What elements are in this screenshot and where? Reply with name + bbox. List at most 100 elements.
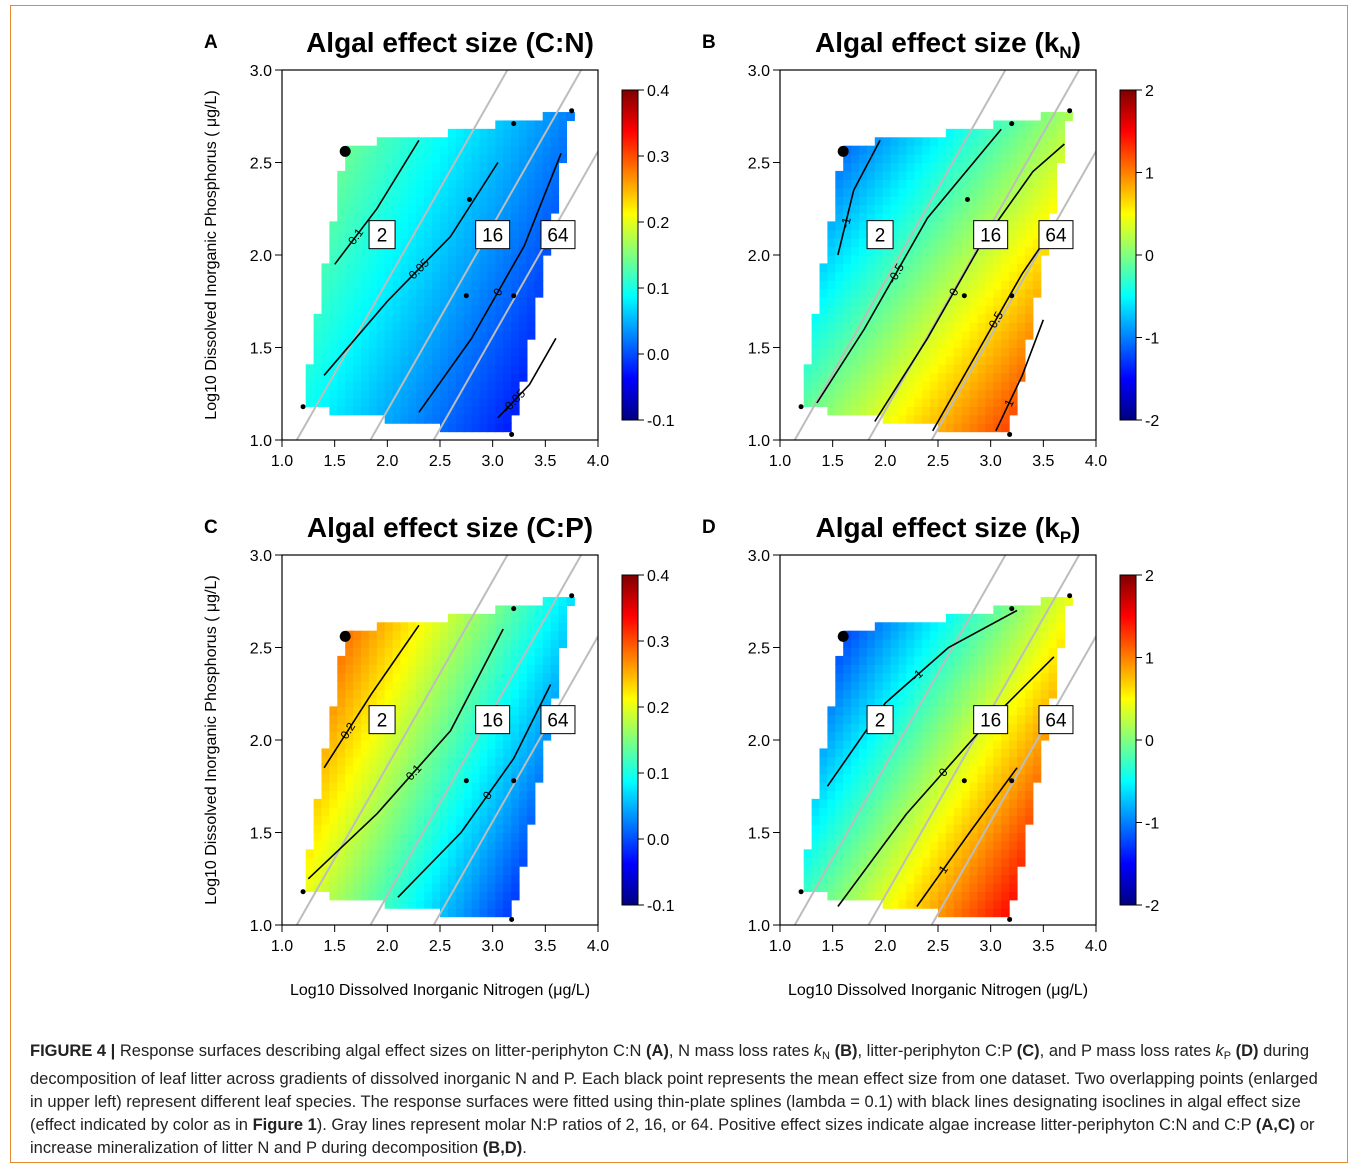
surface-cell — [898, 672, 907, 682]
surface-cell — [993, 773, 1002, 783]
surface-cell — [503, 731, 512, 741]
surface-cell — [471, 179, 481, 189]
surface-cell — [961, 866, 971, 876]
surface-cell — [851, 145, 860, 155]
surface-cell — [400, 313, 409, 323]
surface-cell — [898, 647, 907, 657]
surface-cell — [1064, 597, 1073, 607]
surface-cell — [455, 170, 465, 180]
surface-cell — [526, 162, 536, 172]
caption-label: FIGURE 4 | — [30, 1042, 116, 1060]
surface-cell — [495, 255, 504, 265]
surface-cell — [985, 305, 994, 315]
caption-figure1-link[interactable]: Figure 1 — [252, 1116, 317, 1134]
surface-cell — [969, 849, 979, 859]
surface-cell — [1040, 112, 1050, 122]
surface-cell — [519, 271, 528, 281]
surface-cell — [843, 322, 852, 332]
surface-cell — [400, 238, 409, 248]
surface-cell — [866, 170, 876, 180]
surface-cell — [424, 330, 433, 340]
surface-cell — [906, 305, 915, 315]
surface-cell — [471, 330, 481, 340]
surface-cell — [1009, 891, 1018, 901]
surface-cell — [906, 630, 915, 640]
surface-cell — [479, 246, 488, 256]
surface-cell — [376, 664, 386, 674]
surface-cell — [859, 706, 868, 716]
surface-cell — [1017, 765, 1026, 775]
surface-cell — [337, 364, 346, 374]
surface-cell — [495, 322, 504, 332]
surface-cell — [851, 630, 860, 640]
surface-cell — [368, 874, 378, 884]
surface-cell — [471, 187, 481, 197]
surface-cell — [487, 423, 496, 433]
surface-cell — [511, 280, 520, 290]
surface-cell — [969, 681, 979, 691]
surface-cell — [859, 179, 868, 189]
surface-cell — [874, 866, 884, 876]
surface-cell — [487, 639, 496, 649]
surface-cell — [930, 347, 939, 357]
surface-cell — [953, 798, 963, 808]
surface-cell — [1056, 128, 1065, 138]
surface-cell — [487, 681, 496, 691]
surface-cell — [985, 908, 994, 918]
surface-cell — [953, 297, 963, 307]
surface-cell — [985, 297, 994, 307]
data-point — [1007, 431, 1013, 437]
surface-cell — [392, 280, 402, 290]
surface-cell — [1009, 740, 1018, 750]
surface-cell — [345, 364, 354, 374]
surface-cell — [1001, 689, 1010, 699]
surface-cell — [866, 664, 876, 674]
surface-cell — [961, 313, 971, 323]
surface-cell — [890, 832, 900, 842]
surface-cell — [985, 196, 994, 206]
colorbar-tick-label: 2 — [1145, 83, 1154, 100]
surface-cell — [400, 280, 409, 290]
surface-cell — [843, 229, 852, 239]
data-point — [511, 121, 517, 127]
surface-cell — [827, 874, 836, 884]
colorbar-tick-label: 1 — [1145, 651, 1154, 668]
surface-cell — [866, 322, 876, 332]
surface-cell — [1032, 672, 1042, 682]
surface-cell — [400, 221, 409, 231]
panel-b: -1-0.500.512 16 641.01.52.02.53.01.0 1.5 2.0… — [702, 27, 1159, 470]
surface-cell — [819, 840, 828, 850]
surface-cell — [922, 364, 931, 374]
surface-cell — [392, 866, 402, 876]
surface-cell — [938, 765, 947, 775]
surface-cell — [1048, 128, 1058, 138]
surface-cell — [851, 807, 860, 817]
x-tick-label: 1.0 — [769, 938, 791, 955]
surface-cell — [392, 790, 402, 800]
surface-cell — [914, 639, 923, 649]
surface-cell — [1009, 874, 1018, 884]
surface-cell — [906, 790, 915, 800]
surface-cell — [471, 748, 481, 758]
surface-cell — [898, 204, 907, 214]
ratio-label-box — [973, 220, 1009, 250]
surface-cell — [432, 372, 441, 382]
surface-cell — [930, 849, 939, 859]
surface-cell — [1001, 322, 1010, 332]
surface-cell — [898, 355, 907, 365]
surface-cell — [376, 849, 386, 859]
surface-cell — [361, 630, 370, 640]
surface-cell — [400, 196, 409, 206]
surface-cell — [463, 154, 473, 164]
surface-cell — [416, 204, 425, 214]
x-tick-label: 2.5 — [927, 938, 949, 955]
surface-cell — [835, 891, 844, 901]
surface-cell — [993, 406, 1002, 416]
surface-cell — [400, 790, 409, 800]
surface-cell — [906, 246, 915, 256]
surface-cell — [376, 355, 386, 365]
surface-cell — [922, 815, 931, 825]
surface-cell — [408, 339, 417, 349]
surface-cell — [424, 899, 433, 909]
surface-cell — [1009, 271, 1018, 281]
